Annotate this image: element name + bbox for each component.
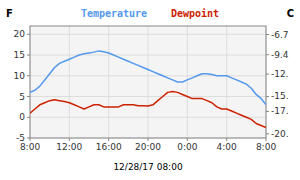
x-tick (69, 138, 70, 141)
x-tick (226, 138, 227, 141)
x-tick-label: 8:00 (20, 142, 40, 152)
x-tick-label: 4:00 (217, 142, 237, 152)
y2-tick (266, 34, 269, 35)
x-grid-line (187, 26, 188, 138)
grid (30, 26, 266, 138)
y2-tick (266, 133, 269, 134)
plot-area (30, 26, 266, 138)
x-tick-label: 0:00 (177, 142, 197, 152)
y-tick-label: 20 (14, 29, 26, 39)
series-name: Temperature (81, 8, 147, 19)
series-group (30, 51, 266, 128)
y-tick-label: 5 (19, 92, 25, 102)
y2-tick (266, 54, 269, 55)
y-grid-line (30, 55, 266, 56)
x-axis-label: 12/28/17 08:00 (113, 162, 182, 172)
y2-axis-label: C (287, 8, 294, 19)
y2-tick-label: -20. (271, 129, 289, 139)
y-grid-line (30, 96, 266, 97)
y-tick (27, 96, 30, 97)
x-tick-label: 8:00 (256, 142, 276, 152)
x-tick (187, 138, 188, 141)
y-tick-label: 10 (14, 71, 26, 81)
y-grid-line (30, 117, 266, 118)
y-tick-label: 15 (14, 50, 25, 60)
series-line (30, 51, 266, 105)
y-tick-label: -5 (16, 133, 25, 143)
y2-tick (266, 111, 269, 112)
x-tick-label: 12:00 (56, 142, 82, 152)
x-grid-line (148, 26, 149, 138)
axes: 8:0012:0016:0020:000:004:008:00-50510152… (14, 29, 289, 152)
x-tick (148, 138, 149, 141)
series-name: Dewpoint (171, 8, 219, 19)
x-tick-label: 16:00 (96, 142, 122, 152)
y-tick (27, 138, 30, 139)
x-grid-line (108, 26, 109, 138)
x-tick (108, 138, 109, 141)
y2-tick-label: -9.4 (271, 50, 289, 60)
y-tick (27, 75, 30, 76)
y2-tick-label: -12. (271, 69, 289, 79)
plot-frame (30, 26, 266, 138)
y2-tick-label: -17. (271, 106, 289, 116)
x-grid-line (69, 26, 70, 138)
x-tick (266, 138, 267, 141)
y2-tick-label: -6.7 (271, 30, 289, 40)
y-tick-label: 0 (19, 112, 25, 122)
y2-tick (266, 74, 269, 75)
series-line (30, 92, 266, 128)
y2-tick-label: -15. (271, 91, 289, 101)
y-grid-line (30, 34, 266, 35)
y2-tick (266, 96, 269, 97)
y-tick (27, 55, 30, 56)
y-tick (27, 34, 30, 35)
y-tick (27, 117, 30, 118)
x-tick-label: 20:00 (135, 142, 161, 152)
y-axis-label: F (6, 8, 13, 19)
y-grid-line (30, 75, 266, 76)
x-grid-line (226, 26, 227, 138)
chart: 8:0012:0016:0020:000:004:008:00-50510152… (0, 0, 300, 180)
